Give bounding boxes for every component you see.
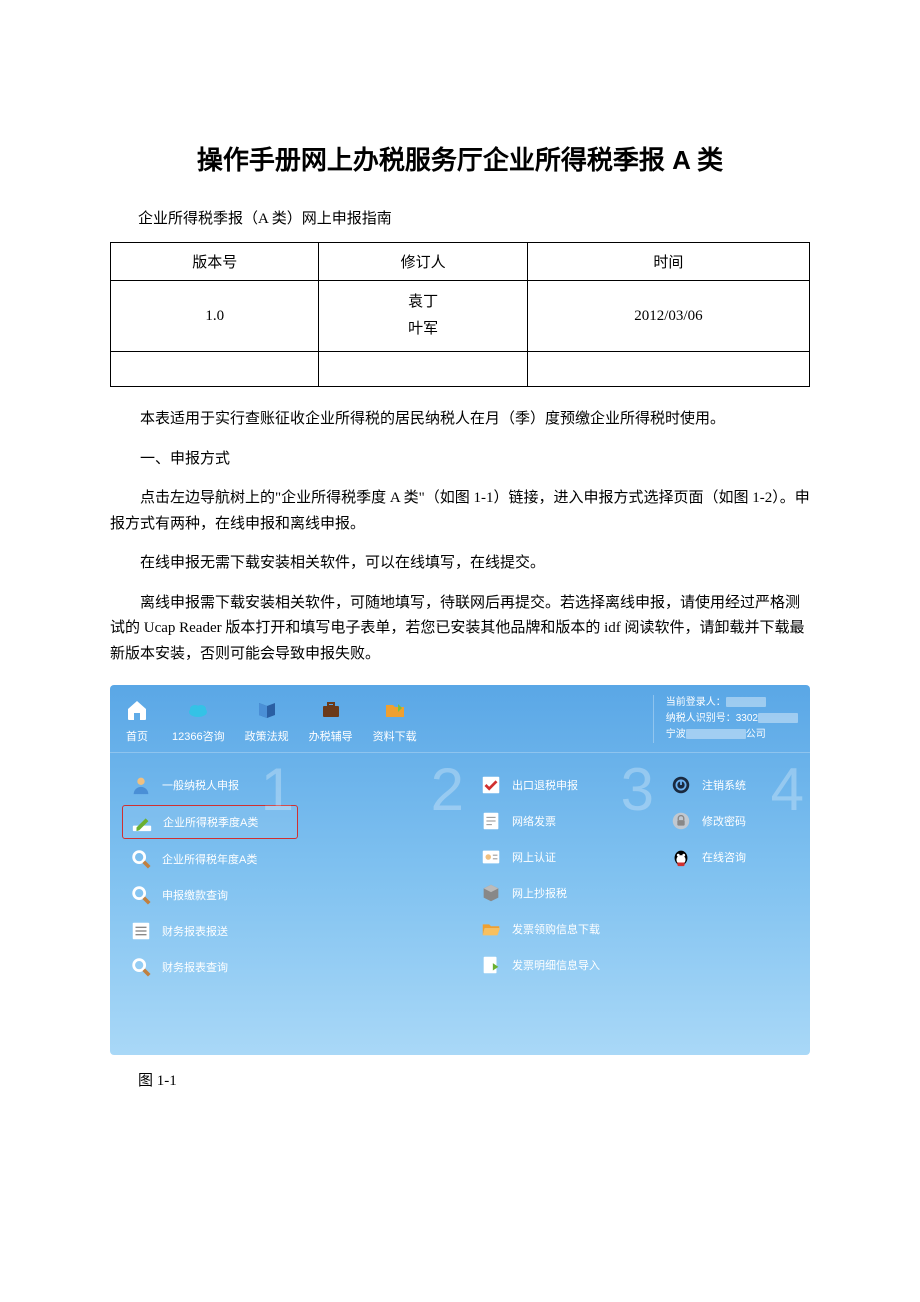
menu-item[interactable]: 网上抄报税 bbox=[472, 877, 658, 909]
search-icon bbox=[130, 956, 152, 978]
toolbar-folder[interactable]: 资料下载 bbox=[373, 695, 417, 744]
cube-icon bbox=[480, 882, 502, 904]
menu-item[interactable]: 在线咨询 bbox=[662, 841, 808, 873]
paragraph-usage: 本表适用于实行查账征收企业所得税的居民纳税人在月（季）度预缴企业所得税时使用。 bbox=[110, 407, 810, 433]
toolbar-label: 资料下载 bbox=[373, 728, 417, 744]
list-icon bbox=[130, 920, 152, 942]
menu-item[interactable]: 发票领购信息下载 bbox=[472, 913, 658, 945]
menu-item-label: 修改密码 bbox=[702, 813, 746, 829]
menu-item-label: 网络发票 bbox=[512, 813, 556, 829]
menu-item[interactable]: 出口退税申报 bbox=[472, 769, 658, 801]
power-icon bbox=[670, 774, 692, 796]
th-version: 版本号 bbox=[111, 243, 319, 281]
heading-method: 一、申报方式 bbox=[110, 447, 810, 473]
menu-columns: 1一般纳税人申报企业所得税季度A类企业所得税年度A类申报缴款查询财务报表报送财务… bbox=[110, 753, 810, 1055]
menu-item[interactable]: 注销系统 bbox=[662, 769, 808, 801]
td-version-1 bbox=[111, 352, 319, 387]
qq-icon bbox=[670, 846, 692, 868]
td-date-1 bbox=[527, 352, 809, 387]
paragraph-online: 在线申报无需下载安装相关软件，可以在线填写，在线提交。 bbox=[110, 551, 810, 577]
menu-column-3: 3出口退税申报网络发票网上认证网上抄报税发票领购信息下载发票明细信息导入 bbox=[472, 765, 662, 1055]
menu-item-label: 注销系统 bbox=[702, 777, 746, 793]
menu-item[interactable]: 网络发票 bbox=[472, 805, 658, 837]
menu-item-label: 企业所得税年度A类 bbox=[162, 851, 257, 867]
toolbar-suitcase[interactable]: 办税辅导 bbox=[309, 695, 353, 744]
toolbar-book[interactable]: 政策法规 bbox=[245, 695, 289, 744]
page-title: 操作手册网上办税服务厅企业所得税季报 A 类 bbox=[110, 140, 810, 177]
menu-item[interactable]: 一般纳税人申报 bbox=[122, 769, 298, 801]
book-icon bbox=[252, 695, 282, 725]
toolbar-label: 办税辅导 bbox=[309, 728, 353, 744]
search-icon bbox=[130, 848, 152, 870]
td-date-0: 2012/03/06 bbox=[527, 281, 809, 352]
paragraph-nav: 点击左边导航树上的"企业所得税季度 A 类"（如图 1-1）链接，进入申报方式选… bbox=[110, 486, 810, 537]
home-icon bbox=[122, 695, 152, 725]
suitcase-icon bbox=[316, 695, 346, 725]
lock-icon bbox=[670, 810, 692, 832]
menu-item[interactable]: 企业所得税年度A类 bbox=[122, 843, 298, 875]
user-line3b: 公司 bbox=[746, 729, 766, 740]
check-icon bbox=[480, 774, 502, 796]
folder-icon bbox=[380, 695, 410, 725]
menu-item-label: 网上抄报税 bbox=[512, 885, 567, 901]
toolbar-label: 政策法规 bbox=[245, 728, 289, 744]
cloud-icon bbox=[183, 695, 213, 725]
figure-caption-1-1: 图 1-1 bbox=[138, 1069, 810, 1090]
menu-item-label: 在线咨询 bbox=[702, 849, 746, 865]
menu-item-label: 出口退税申报 bbox=[512, 777, 578, 793]
td-version-0: 1.0 bbox=[111, 281, 319, 352]
menu-item-label: 网上认证 bbox=[512, 849, 556, 865]
menu-item-label: 企业所得税季度A类 bbox=[163, 814, 258, 830]
menu-column-2: 2 bbox=[302, 765, 472, 1055]
toolbar: 首页 12366咨询 政策法规 办税辅导 资料下载 当前登录人： 纳税人识别号：3302… bbox=[110, 685, 810, 753]
td-editor-0: 袁丁 叶军 bbox=[319, 281, 527, 352]
column-number: 2 bbox=[431, 755, 464, 824]
search-icon bbox=[130, 884, 152, 906]
user-line3a: 宁波 bbox=[666, 729, 686, 740]
menu-item[interactable]: 发票明细信息导入 bbox=[472, 949, 658, 981]
menu-item-label: 一般纳税人申报 bbox=[162, 777, 239, 793]
toolbar-cloud[interactable]: 12366咨询 bbox=[172, 695, 225, 744]
td-editor-1 bbox=[319, 352, 527, 387]
menu-item[interactable]: 申报缴款查询 bbox=[122, 879, 298, 911]
pencil-icon bbox=[131, 811, 153, 833]
toolbar-label: 12366咨询 bbox=[172, 728, 225, 744]
paragraph-offline: 离线申报需下载安装相关软件，可随地填写，待联网后再提交。若选择离线申报，请使用经… bbox=[110, 591, 810, 668]
user-line1: 当前登录人： bbox=[666, 697, 726, 708]
user-info: 当前登录人： 纳税人识别号：3302 宁波 公司 bbox=[653, 695, 798, 743]
menu-item-label: 财务报表报送 bbox=[162, 923, 228, 939]
menu-item-label: 财务报表查询 bbox=[162, 959, 228, 975]
figure-1-1: 首页 12366咨询 政策法规 办税辅导 资料下载 当前登录人： 纳税人识别号：3302… bbox=[110, 685, 810, 1055]
menu-column-4: 4注销系统修改密码在线咨询 bbox=[662, 765, 810, 1055]
th-date: 时间 bbox=[527, 243, 809, 281]
menu-item[interactable]: 修改密码 bbox=[662, 805, 808, 837]
menu-item-label: 发票领购信息下载 bbox=[512, 921, 600, 937]
menu-item[interactable]: 企业所得税季度A类 bbox=[122, 805, 298, 839]
user-line2: 纳税人识别号：3302 bbox=[666, 713, 758, 724]
th-editor: 修订人 bbox=[319, 243, 527, 281]
version-table: 版本号 修订人 时间 1.0 袁丁 叶军 2012/03/06 bbox=[110, 242, 810, 387]
user-icon bbox=[130, 774, 152, 796]
menu-column-1: 1一般纳税人申报企业所得税季度A类企业所得税年度A类申报缴款查询财务报表报送财务… bbox=[122, 765, 302, 1055]
import-icon bbox=[480, 954, 502, 976]
menu-item-label: 发票明细信息导入 bbox=[512, 957, 600, 973]
toolbar-home[interactable]: 首页 bbox=[122, 695, 152, 744]
cert-icon bbox=[480, 846, 502, 868]
menu-item[interactable]: 网上认证 bbox=[472, 841, 658, 873]
folderopen-icon bbox=[480, 918, 502, 940]
menu-item-label: 申报缴款查询 bbox=[162, 887, 228, 903]
menu-item[interactable]: 财务报表报送 bbox=[122, 915, 298, 947]
page-subtitle: 企业所得税季报（A 类）网上申报指南 bbox=[138, 207, 810, 228]
toolbar-label: 首页 bbox=[126, 728, 148, 744]
menu-item[interactable]: 财务报表查询 bbox=[122, 951, 298, 983]
invoice-icon bbox=[480, 810, 502, 832]
